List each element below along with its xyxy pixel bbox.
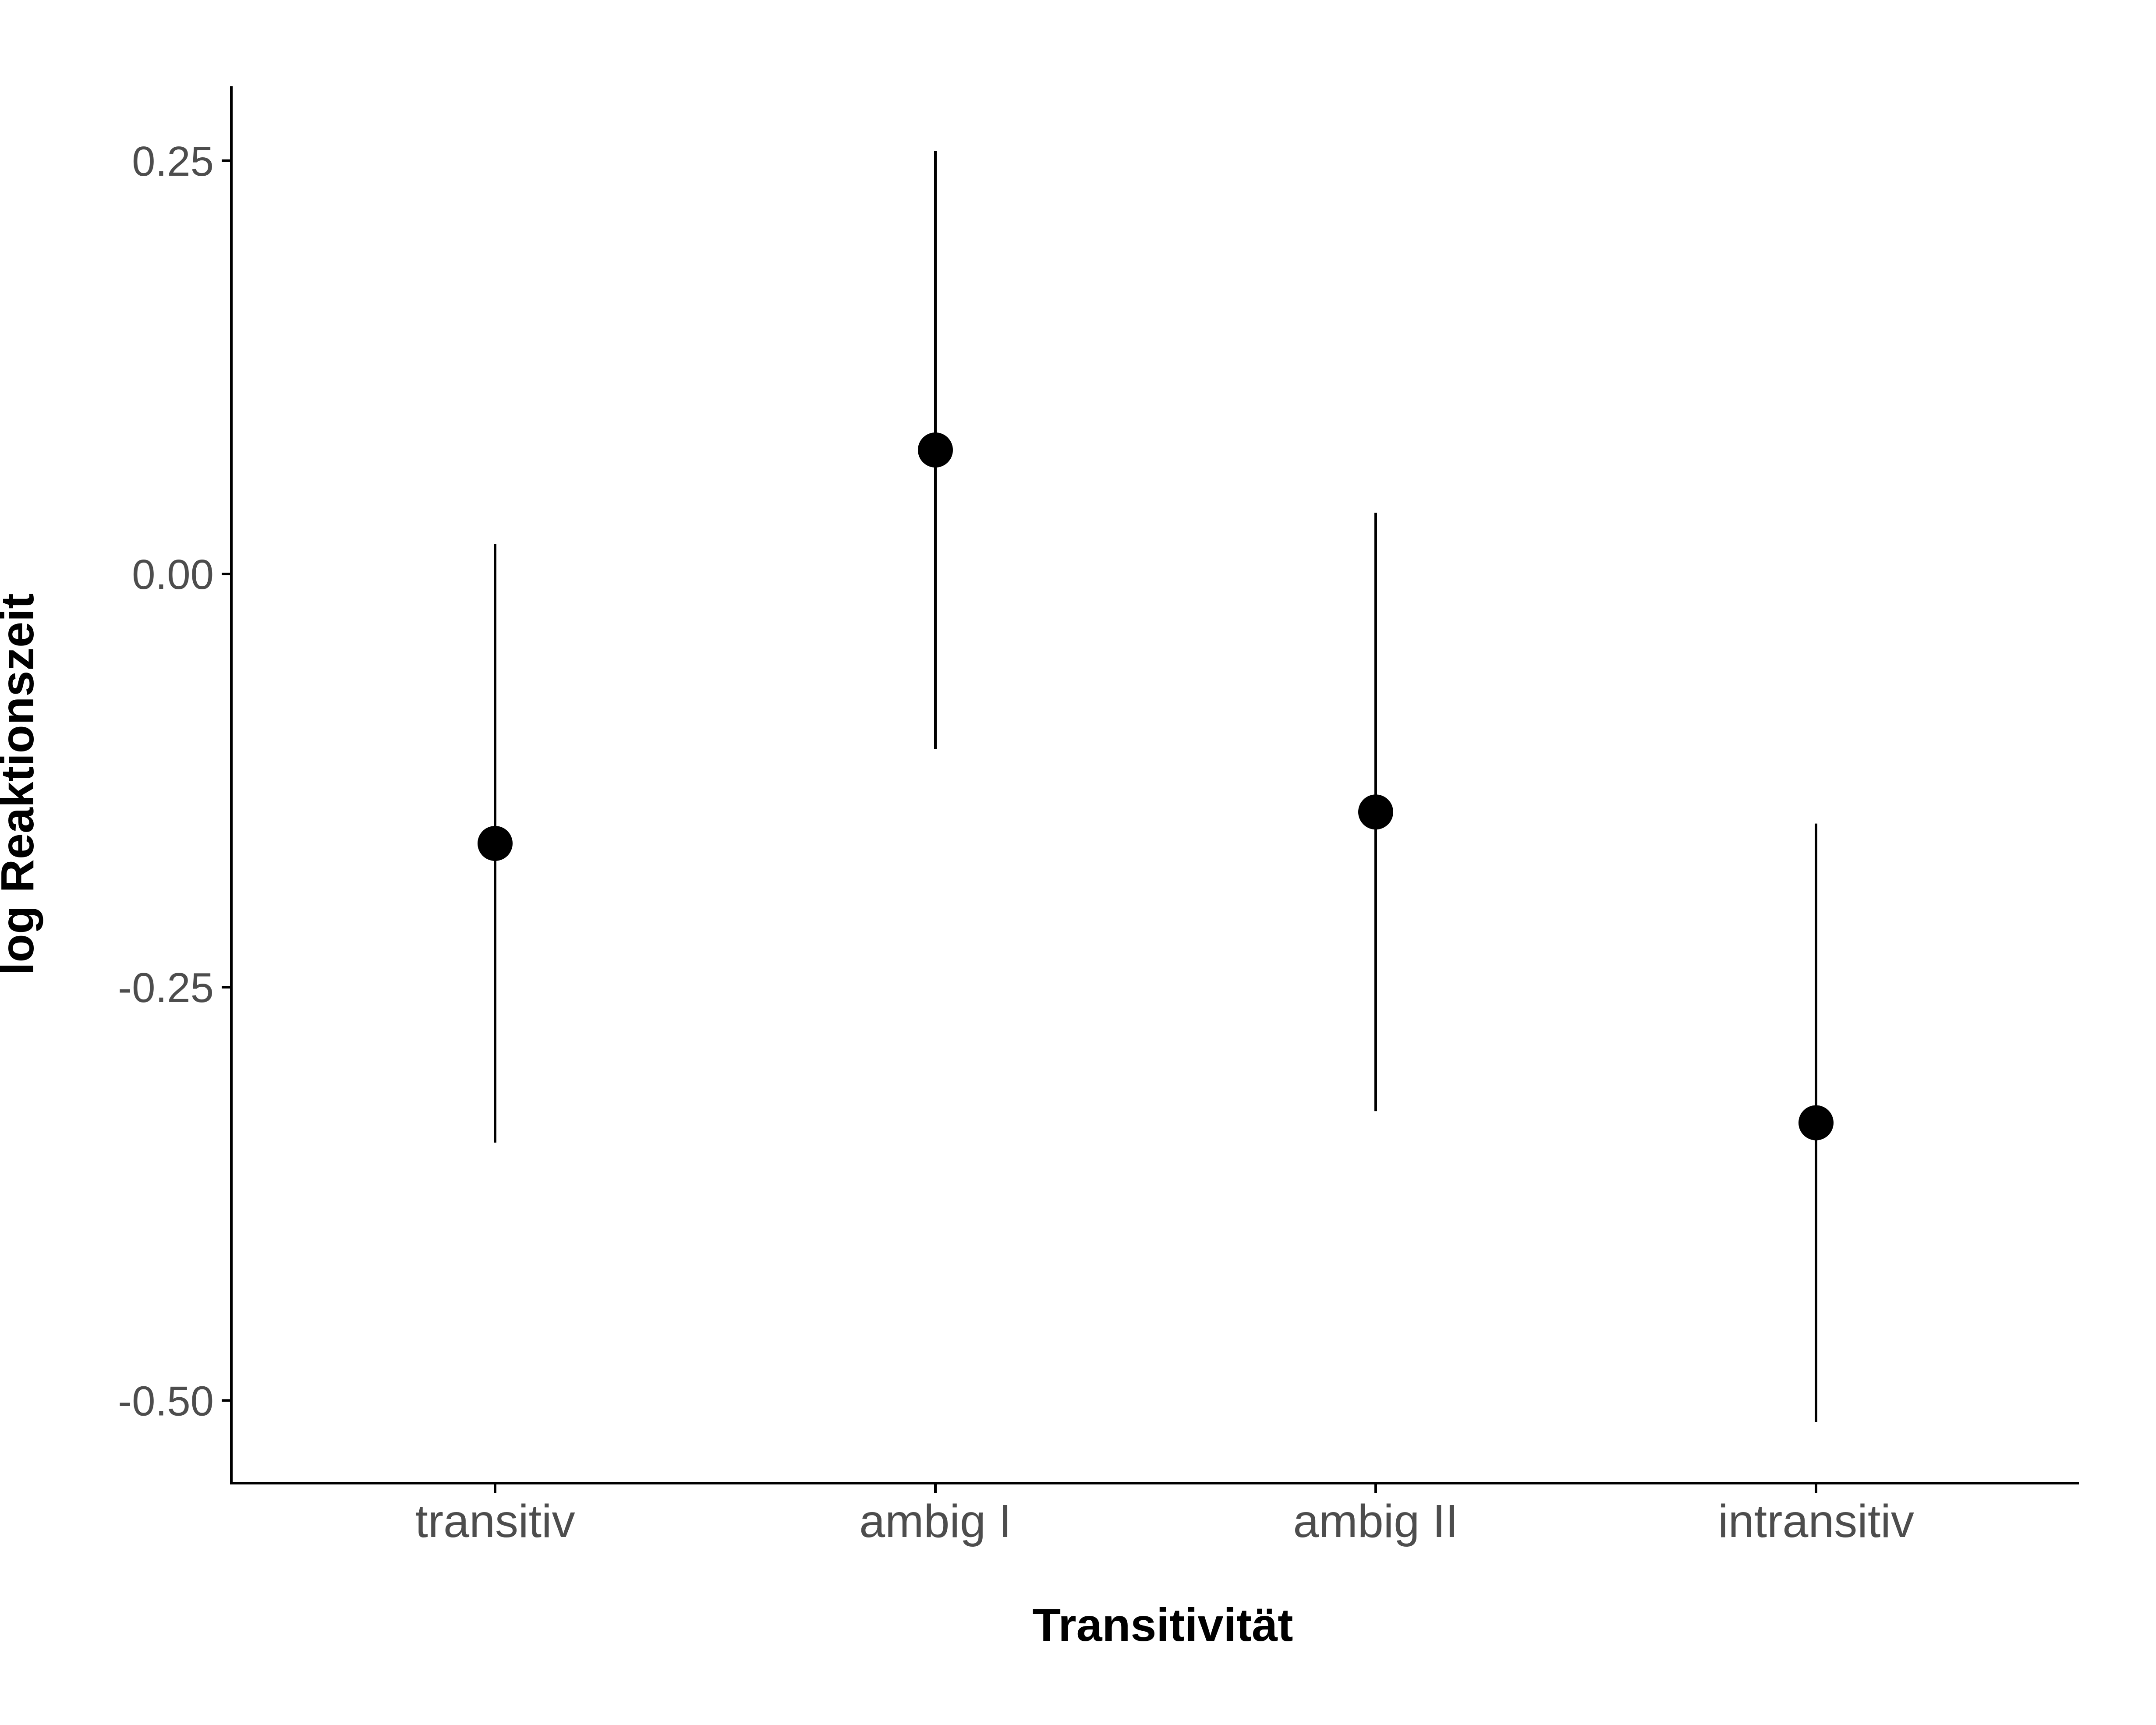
data-point [478,825,513,861]
x-ticks: transitiv ambig I ambig II intransitiv [415,1483,1914,1547]
y-ticks: 0.25 0.00 -0.25 -0.50 [118,138,231,1424]
axes [230,86,2079,1484]
x-tick-label: ambig I [859,1495,1012,1547]
data-point [1358,794,1393,830]
x-axis-title: Transitivität [1033,1599,1293,1651]
y-tick-label: -0.50 [118,1378,214,1424]
error-bars [494,151,1817,1422]
data-point [1798,1105,1834,1141]
data-points [478,432,1834,1141]
x-tick-label: intransitiv [1718,1495,1914,1547]
y-tick-label: 0.25 [132,138,214,185]
y-tick-label: 0.00 [132,551,214,598]
y-axis-title: log Reaktionszeit [0,593,43,975]
x-tick-label: ambig II [1293,1495,1458,1547]
y-tick-label: -0.25 [118,964,214,1011]
x-tick-label: transitiv [415,1495,575,1547]
data-point [918,432,953,468]
